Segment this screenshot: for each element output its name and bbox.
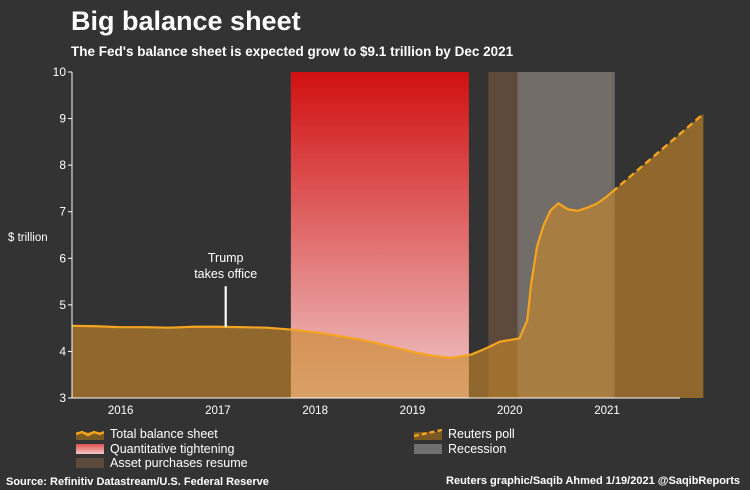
legend-item-recession: Recession (414, 442, 506, 456)
legend-gradient-swatch (76, 444, 104, 454)
x-tick-label: 2021 (594, 405, 620, 417)
legend-line-swatch (76, 430, 104, 440)
y-tick-label: 3 (59, 391, 66, 405)
legend-label: Quantitative tightening (110, 442, 235, 456)
annotation-label-line1: Trump (208, 251, 244, 265)
legend-item-poll: Reuters poll (414, 427, 515, 441)
legend-item-total: Total balance sheet (76, 427, 218, 441)
legend-item-qt: Quantitative tightening (76, 442, 234, 456)
x-tick-label: 2016 (108, 405, 134, 417)
legend-label: Reuters poll (448, 427, 515, 441)
chart-title: Big balance sheet (71, 6, 301, 36)
area-reuters-poll (611, 113, 704, 399)
legend-item-asset: Asset purchases resume (76, 456, 248, 470)
legend-label: Total balance sheet (110, 427, 218, 441)
series-line-reuters-poll (611, 113, 705, 194)
legend-dashed-swatch (414, 428, 442, 440)
x-tick-label: 2020 (497, 405, 523, 417)
y-tick-label: 7 (59, 205, 66, 219)
series-line-total-balance-sheet (71, 191, 613, 360)
y-tick-label: 10 (53, 65, 67, 79)
legend-label: Recession (448, 442, 507, 456)
y-tick-label: 6 (59, 251, 66, 265)
x-tick-label: 2019 (400, 405, 426, 417)
x-tick-label: 2017 (205, 405, 231, 417)
y-tick-label: 9 (59, 112, 66, 126)
y-axis-label: $ trillion (8, 232, 48, 244)
credit-note: Reuters graphic/Saqib Ahmed 1/19/2021 @S… (446, 475, 740, 487)
area-total-balance-sheet (72, 192, 612, 398)
y-tick-label: 5 (59, 298, 66, 312)
legend-label: Asset purchases resume (110, 456, 248, 470)
y-tick-label: 8 (59, 158, 66, 172)
source-note: Source: Refinitiv Datastream/U.S. Federa… (6, 476, 269, 488)
annotation-label-line2: takes office (194, 267, 257, 281)
y-tick-label: 4 (59, 344, 66, 358)
x-tick-label: 2018 (302, 405, 328, 417)
legend-gray-swatch (414, 444, 442, 454)
legend-brown-swatch (76, 458, 104, 468)
chart-subtitle: The Fed's balance sheet is expected grow… (71, 44, 514, 59)
